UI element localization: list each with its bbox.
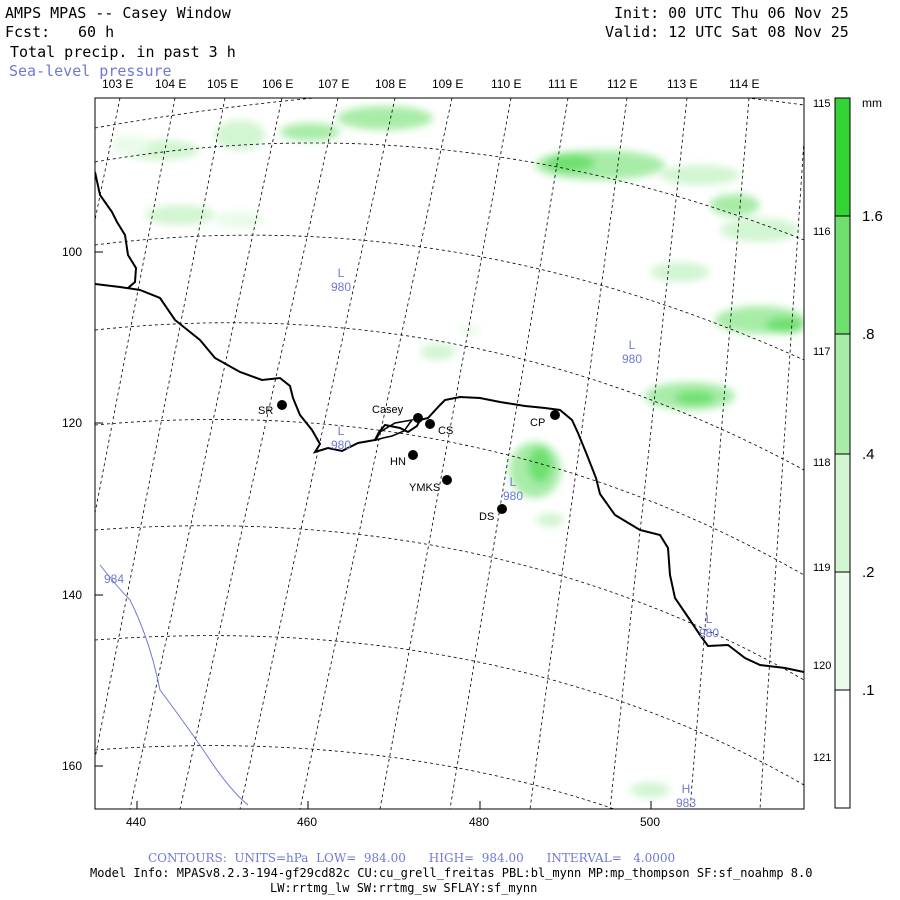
overlay-name: Sea-level pressure [9, 62, 172, 80]
forecast-label: Fcst: [5, 23, 51, 41]
contour-info: CONTOURS: UNITS=hPa LOW= 984.00 HIGH= 98… [148, 851, 676, 865]
station-dot-SR [277, 400, 287, 410]
x-tick-label: 440 [126, 815, 147, 829]
lat-label: 117 E [813, 346, 841, 358]
station-dot-CS [425, 419, 435, 429]
colorbar-label: .1 [862, 682, 875, 699]
lon-label: 107 E [318, 77, 350, 91]
station-dot-HN [408, 450, 418, 460]
x-tick-label: 480 [469, 815, 490, 829]
station-label-YMKS: YMKS [409, 482, 441, 494]
lon-label: 111 E [548, 77, 578, 91]
station-label-HN: HN [390, 456, 406, 468]
pressure-center-label: L 980 [503, 475, 523, 503]
pressure-center-label: L 980 [699, 612, 719, 640]
colorbar-unit: mm [862, 96, 882, 110]
station-label-SR: SR [258, 405, 274, 417]
lon-label: 113 E [667, 77, 698, 91]
station-dot-CP [550, 410, 560, 420]
latitude-grid [95, 98, 804, 809]
pressure-letter: L [337, 424, 345, 438]
field-name: Total precip. in past 3 h [10, 43, 236, 61]
lon-label: 114 E [729, 77, 760, 91]
pressure-value: 980 [331, 280, 352, 294]
station-dot-DS [497, 504, 507, 514]
y-tick-label: 140 [62, 588, 83, 602]
y-tick-label: 120 [62, 416, 83, 430]
precipitation-field [110, 106, 804, 798]
lon-label: 104 E [155, 77, 187, 91]
pressure-value: 980 [699, 626, 720, 640]
coastline [95, 171, 804, 673]
lon-label: 108 E [375, 77, 407, 91]
station-markers [277, 400, 560, 514]
station-label-DS: DS [479, 511, 495, 523]
model-info-line2: LW:rrtmg_lw SW:rrtmg_sw SFLAY:sf_mynn [270, 881, 538, 895]
lon-label: 109 E [432, 77, 464, 91]
lat-label: 118 E [813, 457, 841, 469]
station-label-CS: CS [438, 425, 454, 437]
lon-label: 105 E [207, 77, 239, 91]
contour-label: 984 [104, 572, 125, 586]
colorbar-label: 1.6 [862, 208, 883, 225]
y-tick-label: 160 [62, 759, 83, 773]
pressure-center-label: L 980 [622, 338, 642, 366]
longitude-grid [95, 98, 804, 809]
lon-label: 110 E [491, 77, 522, 91]
pressure-letter: L [705, 612, 713, 626]
x-tick-label: 460 [297, 815, 318, 829]
pressure-value: 983 [676, 796, 697, 810]
pressure-value: 980 [503, 489, 524, 503]
pressure-center-label: L 980 [331, 266, 351, 294]
pressure-letter: H [681, 782, 691, 796]
pressure-value: 980 [331, 438, 352, 452]
lat-label: 115 E [813, 98, 841, 110]
forecast-hour: 60 h [78, 23, 115, 41]
y-tick-label: 100 [62, 245, 83, 259]
station-label-Casey: Casey [372, 404, 404, 416]
pressure-letter: L [509, 475, 517, 489]
lon-label: 106 E [262, 77, 294, 91]
lat-label: 116 E [813, 226, 841, 238]
pressure-letter: L [337, 266, 345, 280]
lon-label: 103 E [102, 77, 134, 91]
model-info: Model Info: MPASv8.2.3-194-gf29cd82c CU:… [90, 866, 813, 880]
pressure-contour [99, 564, 249, 806]
station-label-CP: CP [530, 417, 546, 429]
pressure-letter: L [628, 338, 636, 352]
colorbar-label: .4 [862, 446, 875, 463]
lon-label: 112 E [607, 77, 638, 91]
map-title: AMPS MPAS -- Casey Window [5, 4, 231, 22]
pressure-center-label: H 983 [676, 782, 696, 810]
pressure-value: 980 [622, 352, 643, 366]
colorbar [834, 97, 851, 809]
pressure-center-label: L 980 [331, 424, 351, 452]
x-tick-label: 500 [640, 815, 661, 829]
station-dot-YMKS [442, 475, 452, 485]
colorbar-label: .2 [862, 564, 875, 581]
station-dot-Casey [413, 413, 423, 423]
lat-label: 119 E [813, 562, 841, 574]
valid-time: Valid: 12 UTC Sat 08 Nov 25 [605, 23, 849, 41]
init-time: Init: 00 UTC Thu 06 Nov 25 [614, 4, 849, 22]
colorbar-label: .8 [862, 326, 875, 343]
